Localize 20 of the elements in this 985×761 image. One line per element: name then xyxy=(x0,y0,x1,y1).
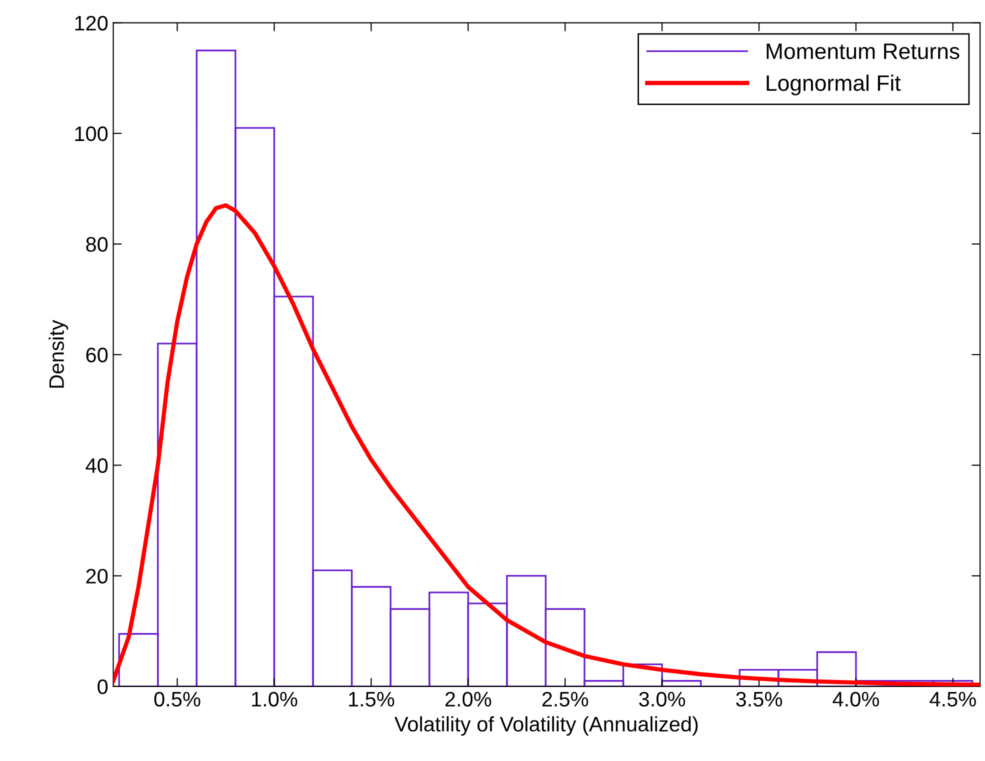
x-tick-label: 3.5% xyxy=(736,692,782,707)
x-tick-label: 0.5% xyxy=(154,692,200,707)
x-tick-label: 1.0% xyxy=(252,692,298,707)
y-axis-title: Density xyxy=(48,320,68,388)
y-tick-label: 40 xyxy=(86,458,108,473)
x-axis-title: Volatility of Volatility (Annualized) xyxy=(394,716,698,736)
legend-label: Momentum Returns xyxy=(766,44,960,60)
x-tick-label: 4.5% xyxy=(930,692,976,707)
y-tick-label: 60 xyxy=(86,348,108,362)
legend-label: Lognormal Fit xyxy=(766,74,901,96)
y-tick-label: 120 xyxy=(75,16,108,31)
x-tick-label: 2.0% xyxy=(445,692,492,707)
y-tick-label: 100 xyxy=(75,126,108,142)
y-tick-label: 20 xyxy=(86,568,108,584)
x-tick-label: 3.0% xyxy=(639,692,686,707)
y-tick-label: 0 xyxy=(98,679,108,694)
x-tick-label: 2.5% xyxy=(542,692,588,707)
x-tick-label: 1.5% xyxy=(349,692,394,707)
x-tick-label: 4.0% xyxy=(832,692,879,707)
y-tick-label: 80 xyxy=(86,237,108,252)
